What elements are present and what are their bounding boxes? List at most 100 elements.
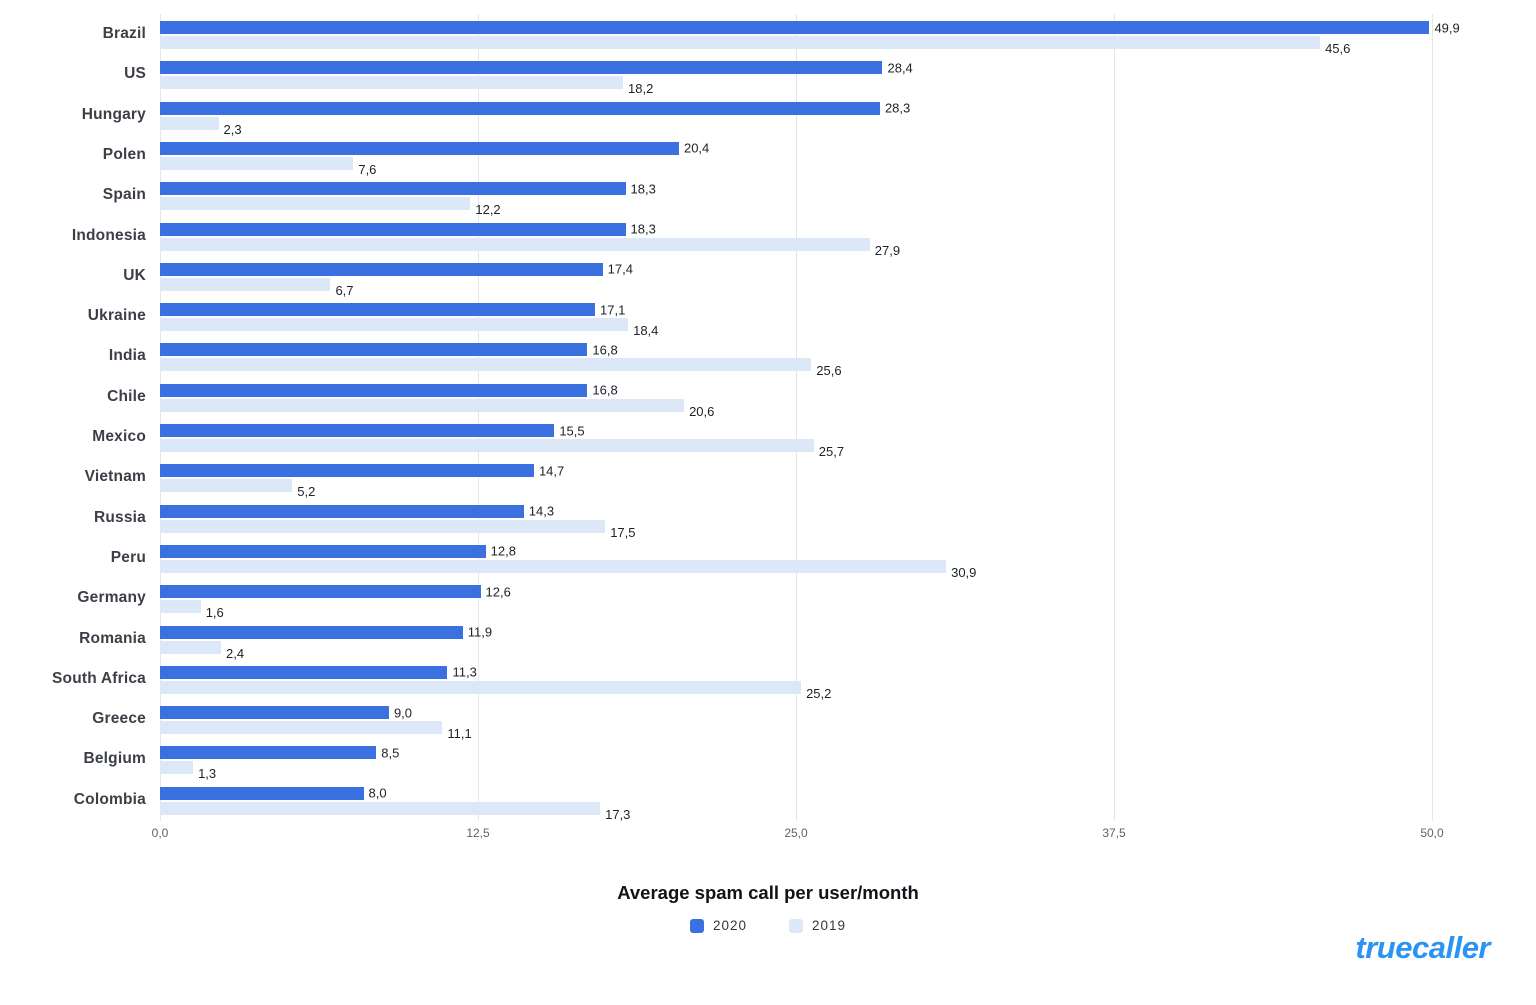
bar-2020-spain: 18,3 — [160, 181, 656, 196]
bar-2019-belgium: 1,3 — [160, 761, 216, 781]
bar-group-spain: 18,3 12,2 — [160, 175, 1432, 217]
chart-row-greece: Greece 9,0 11,1 — [0, 699, 1490, 741]
bar-group-vietnam: 14,7 5,2 — [160, 457, 1432, 499]
value-label-2019-chile: 20,6 — [689, 403, 715, 419]
x-tick-label: 37,5 — [1102, 826, 1126, 840]
value-label-2020-spain: 18,3 — [630, 181, 656, 197]
category-label-mexico: Mexico — [92, 428, 146, 445]
bar-2020-brazil: 49,9 — [160, 20, 1460, 35]
value-label-2020-uk: 17,4 — [607, 261, 633, 277]
value-label-2020-peru: 12,8 — [490, 543, 516, 559]
bar-2019-spain: 12,2 — [160, 197, 501, 217]
category-label-chile: Chile — [107, 387, 146, 405]
value-label-2019-germany: 1,6 — [205, 605, 224, 621]
bar-2019-polen: 7,6 — [160, 156, 376, 177]
value-label-2020-ukraine: 17,1 — [600, 302, 626, 318]
legend-swatch-2019 — [789, 918, 803, 933]
legend-label-2020: 2020 — [712, 918, 747, 933]
bar-2019-vietnam: 5,2 — [160, 479, 315, 499]
value-label-2019-india: 25,6 — [816, 363, 842, 379]
x-tick-label: 25,0 — [784, 826, 808, 840]
chart-row-ukraine: Ukraine 17,1 18,4 — [0, 296, 1490, 339]
bar-2020-greece: 9,0 — [160, 705, 412, 720]
value-label-2020-indonesia: 18,3 — [630, 221, 656, 237]
value-label-2019-romania: 2,4 — [226, 645, 245, 661]
value-label-2019-spain: 12,2 — [475, 202, 501, 218]
chart-title: Average spam call per user/month — [617, 882, 919, 903]
value-label-2019-us: 18,2 — [628, 81, 654, 97]
value-label-2019-greece: 11,1 — [447, 726, 472, 742]
bar-2019-south-africa: 25,2 — [160, 680, 831, 701]
bar-2019-indonesia: 27,9 — [160, 237, 900, 258]
value-label-2020-brazil: 49,9 — [1434, 20, 1460, 35]
bar-2020-indonesia: 18,3 — [160, 222, 656, 237]
bar-group-hungary: 28,3 2,3 — [160, 95, 1432, 137]
category-label-germany: Germany — [77, 589, 146, 607]
bar-2019-peru: 30,9 — [160, 559, 976, 580]
grid-line — [796, 14, 797, 821]
bar-2020-colombia: 8,0 — [160, 786, 387, 801]
bar-group-south-africa: 11,3 25,2 — [160, 659, 1432, 701]
category-label-ukraine: Ukraine — [87, 307, 146, 325]
category-label-romania: Romania — [79, 629, 146, 647]
category-label-brazil: Brazil — [102, 25, 146, 42]
category-label-vietnam: Vietnam — [84, 468, 146, 486]
bar-2019-uk: 6,7 — [160, 277, 354, 298]
bar-2019-hungary: 2,3 — [160, 116, 242, 137]
bar-group-peru: 12,8 30,9 — [160, 538, 1432, 580]
bar-group-russia: 14,3 17,5 — [160, 498, 1432, 540]
value-label-2020-romania: 11,9 — [467, 624, 493, 640]
chart-row-south-africa: South Africa 11,3 25,2 — [0, 659, 1490, 701]
category-label-indonesia: Indonesia — [71, 226, 146, 244]
value-label-2019-ukraine: 18,4 — [633, 323, 659, 339]
bar-group-colombia: 8,0 17,3 — [160, 780, 1432, 822]
legend-item-2020: 2020 — [689, 918, 747, 933]
bar-2019-us: 18,2 — [160, 76, 653, 96]
bar-group-belgium: 8,5 1,3 — [160, 739, 1432, 781]
chart-row-hungary: Hungary 28,3 2,3 — [0, 95, 1490, 137]
value-label-2020-belgium: 8,5 — [381, 745, 400, 761]
value-label-2020-colombia: 8,0 — [368, 785, 387, 801]
category-label-belgium: Belgium — [83, 750, 146, 768]
chart-row-germany: Germany 12,6 1,6 — [0, 578, 1490, 620]
value-label-2019-south-africa: 25,2 — [806, 685, 832, 701]
bar-group-uk: 17,4 6,7 — [160, 256, 1432, 298]
value-label-2019-polen: 7,6 — [358, 161, 377, 177]
value-label-2019-indonesia: 27,9 — [874, 242, 901, 258]
chart-row-mexico: Mexico 15,5 25,7 — [0, 417, 1490, 459]
bar-2019-greece: 11,1 — [160, 721, 472, 741]
value-label-2019-vietnam: 5,2 — [297, 484, 316, 500]
bar-group-indonesia: 18,3 27,9 — [160, 216, 1432, 258]
chart-row-indonesia: Indonesia 18,3 27,9 — [0, 216, 1490, 258]
value-label-2019-peru: 30,9 — [951, 564, 977, 580]
x-axis: 0,0 12,5 25,0 37,5 50,0 — [0, 826, 1490, 844]
value-label-2019-belgium: 1,3 — [198, 766, 217, 782]
bar-2019-romania: 2,4 — [160, 640, 244, 661]
value-label-2020-polen: 20,4 — [683, 140, 710, 156]
chart-row-peru: Peru 12,8 30,9 — [0, 538, 1490, 580]
bar-group-germany: 12,6 1,6 — [160, 578, 1432, 620]
legend-item-2019: 2019 — [789, 918, 846, 933]
bar-2020-south-africa: 11,3 — [160, 665, 477, 680]
bar-2020-us: 28,4 — [160, 60, 913, 75]
value-label-2020-india: 16,8 — [592, 342, 618, 358]
bar-2019-germany: 1,6 — [160, 600, 224, 620]
bar-2020-vietnam: 14,7 — [160, 463, 564, 478]
bar-group-brazil: 49,9 45,6 — [160, 14, 1460, 56]
category-label-south-africa: South Africa — [52, 669, 146, 687]
grid-line — [160, 14, 161, 821]
bar-2020-ukraine: 17,1 — [160, 302, 625, 317]
bar-group-ukraine: 17,1 18,4 — [160, 296, 1432, 339]
bar-group-greece: 9,0 11,1 — [160, 699, 1432, 741]
value-label-2020-south-africa: 11,3 — [452, 664, 477, 680]
bar-2020-mexico: 15,5 — [160, 423, 585, 438]
bar-2019-chile: 20,6 — [160, 398, 714, 419]
bar-2020-russia: 14,3 — [160, 504, 554, 519]
chart-row-russia: Russia 14,3 17,5 — [0, 498, 1490, 540]
bar-2020-chile: 16,8 — [160, 383, 618, 398]
grid-line — [478, 14, 479, 821]
truecaller-logo: truecaller — [1355, 930, 1490, 965]
bar-2020-polen: 20,4 — [160, 141, 709, 156]
category-label-spain: Spain — [102, 186, 146, 204]
